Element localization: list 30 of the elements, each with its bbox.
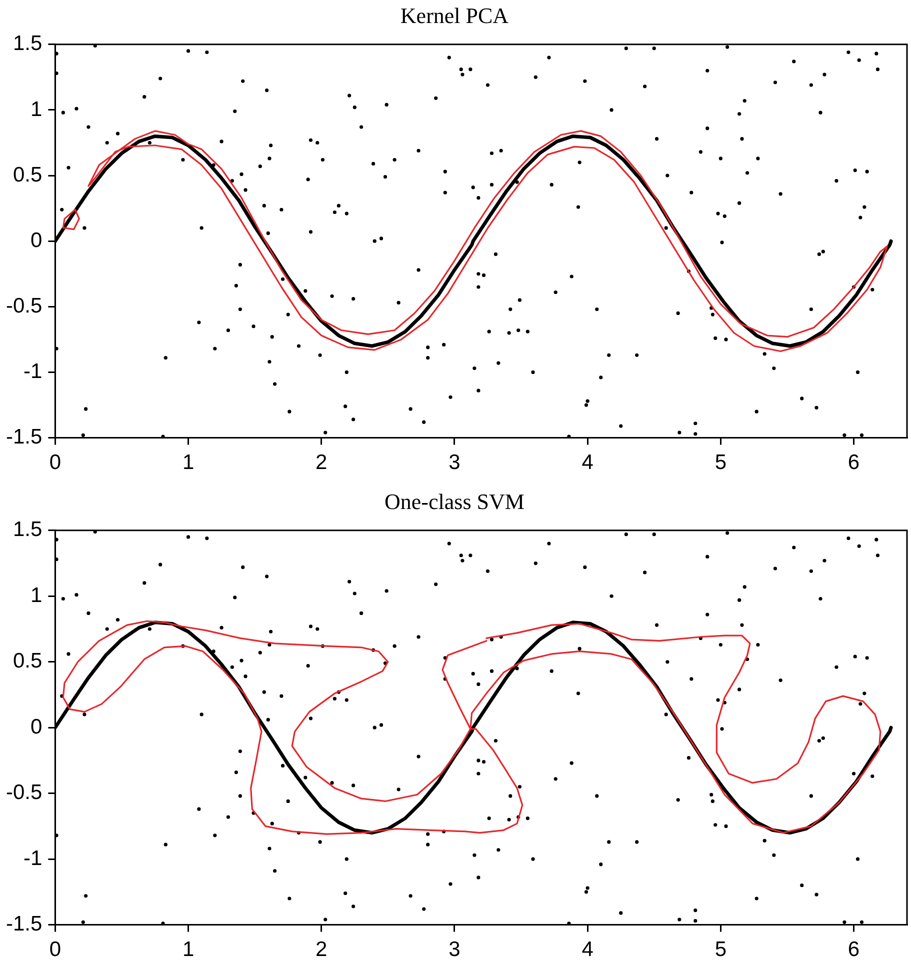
y-tick-label: 0 [30, 715, 42, 738]
y-tick-label: 0.5 [12, 650, 42, 673]
chart-title: Kernel PCA [400, 2, 509, 28]
x-tick-label: 0 [49, 938, 62, 962]
x-tick-label: 3 [448, 938, 460, 962]
y-tick-label: -0.5 [6, 781, 42, 804]
x-tick-label: 2 [316, 451, 328, 474]
x-tick-label: 1 [182, 451, 194, 474]
x-tick-label: 4 [582, 938, 594, 962]
x-tick-label: 5 [714, 451, 727, 474]
y-tick-label: -1 [24, 846, 42, 870]
x-tick-label: 4 [582, 451, 594, 474]
x-tick-label: 1 [182, 938, 194, 962]
y-tick-label: -1 [24, 360, 42, 384]
y-tick-label: 1.5 [12, 518, 42, 542]
x-tick-label: 2 [316, 938, 328, 962]
x-tick-label: 0 [49, 451, 62, 474]
x-tick-label: 5 [714, 938, 727, 962]
y-tick-label: 0 [30, 228, 42, 252]
y-tick-label: 1 [30, 98, 42, 121]
y-tick-label: -0.5 [6, 294, 42, 318]
y-tick-label: 0.5 [12, 163, 42, 186]
y-tick-label: -1.5 [6, 912, 42, 936]
x-tick-label: 3 [448, 451, 460, 474]
x-tick-label: 6 [848, 938, 860, 962]
y-tick-label: 1 [30, 584, 42, 607]
y-tick-label: 1.5 [12, 32, 42, 56]
x-tick-label: 6 [848, 451, 860, 474]
y-tick-label: -1.5 [6, 426, 42, 449]
chart-title: One-class SVM [384, 488, 524, 514]
